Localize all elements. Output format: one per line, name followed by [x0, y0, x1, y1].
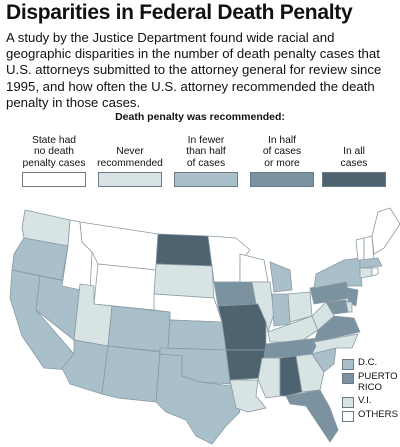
legend-swatch-pale — [98, 172, 162, 187]
state-NY — [313, 257, 363, 289]
state-MO — [217, 303, 267, 351]
legend-label-line: of cases — [262, 146, 302, 157]
state-ND — [155, 233, 213, 267]
state-ME — [371, 207, 400, 255]
legend-label-line: In half — [267, 134, 297, 146]
legend-item-all-cases: In all cases — [316, 130, 392, 187]
inset-label-line: PUERTO — [358, 371, 398, 382]
inset-label: D.C. — [358, 357, 378, 368]
us-map: D.C. PUERTO RICO V.I. OTHERS — [0, 198, 400, 447]
state-TX — [155, 353, 241, 445]
legend-swatch-white — [22, 172, 86, 187]
state-NC — [311, 333, 359, 355]
legend-item-no-cases: State had no death penalty cases — [16, 130, 92, 187]
legend-label-line: In fewer — [187, 134, 225, 146]
state-WI — [239, 253, 269, 283]
legend-label-line: In all — [343, 146, 365, 157]
state-CT — [359, 267, 373, 279]
legend-item-fewer-than-half: In fewer than half of cases — [168, 130, 244, 187]
inset-swatch — [342, 411, 354, 422]
state-SD — [153, 263, 215, 299]
state-AL — [279, 355, 303, 397]
legend-swatch-medium — [250, 172, 314, 187]
state-WY — [93, 263, 157, 311]
inset-label: OTHERS — [358, 409, 398, 420]
page-title: Disparities in Federal Death Penalty — [6, 1, 353, 24]
inset-label: V.I. — [358, 395, 372, 406]
legend-label-line: cases — [340, 157, 368, 169]
state-MA — [359, 257, 383, 269]
legend-item-never: Never recommended — [92, 130, 168, 187]
state-KS — [167, 319, 227, 351]
legend-label-line: recommended — [97, 157, 163, 169]
state-CO — [107, 305, 171, 353]
inset-swatch — [342, 373, 354, 384]
legend-heading: Death penalty was recommended: — [115, 111, 285, 123]
state-NM — [101, 345, 161, 403]
state-FL — [285, 389, 339, 443]
legend-label-line: no death — [33, 146, 75, 157]
us-map-svg — [9, 207, 400, 445]
legend-label-line: than half — [186, 146, 226, 157]
legend-label-line: penalty cases — [22, 157, 86, 169]
inset-label-line: RICO — [358, 381, 382, 393]
state-GA — [295, 353, 325, 393]
state-IL — [251, 281, 275, 333]
intro-text: A study by the Justice Department found … — [6, 30, 382, 110]
state-WV — [311, 301, 335, 331]
state-MS — [257, 357, 281, 399]
legend-label-line: or more — [264, 157, 300, 169]
state-RI — [371, 267, 379, 277]
state-VT — [355, 237, 365, 261]
state-NJ — [347, 287, 359, 307]
legend-label-line: of cases — [186, 157, 226, 169]
legend-label-line: State had — [31, 134, 77, 146]
state-IN — [271, 293, 291, 327]
state-IA — [213, 281, 257, 307]
legend-item-half-or-more: In half of cases or more — [244, 130, 320, 187]
legend-label-line: Never — [116, 146, 144, 157]
legend-swatch-dark — [322, 172, 386, 187]
legend-swatch-light — [174, 172, 238, 187]
inset-label: PUERTO RICO — [358, 371, 398, 393]
inset-swatch — [342, 397, 354, 408]
inset-swatch — [342, 359, 354, 370]
state-DE — [345, 301, 353, 313]
state-MI — [269, 261, 293, 293]
